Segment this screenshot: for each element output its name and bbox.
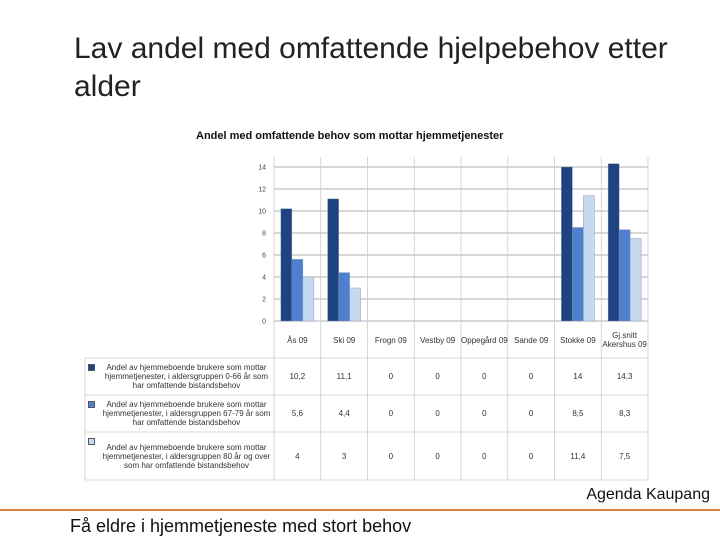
value-label: 5,6 — [291, 409, 303, 418]
bottom-text: Få eldre i hjemmetjeneste med stort beho… — [70, 516, 412, 536]
value-label: 0 — [388, 409, 394, 418]
bar — [302, 276, 315, 322]
value-label: 0 — [528, 372, 534, 381]
value-label: 0 — [482, 409, 487, 418]
y-tick-label: 14 — [258, 165, 266, 172]
value-label: 0 — [435, 372, 440, 381]
x-tick-label: Stokke 09 — [560, 335, 596, 345]
legend-swatch — [88, 364, 95, 371]
footer-brand: Agenda Kaupang — [586, 486, 710, 503]
value-label: 10,2 — [289, 372, 306, 381]
legend-entry: Andel av hjemmeboende brukere som mottar… — [85, 395, 274, 432]
y-tick-label: 4 — [262, 275, 266, 282]
value-label: 0 — [528, 451, 534, 461]
x-tick-label: Vestby 09 — [420, 335, 456, 345]
value-label: 0 — [482, 451, 487, 461]
chart-title: Andel med omfattende behov som mottar hj… — [196, 130, 504, 142]
y-tick-label: 10 — [258, 209, 266, 216]
bar — [629, 238, 642, 322]
x-tick-label: Gj.snitt Akershus 09 — [602, 331, 647, 349]
value-label: 14 — [573, 372, 583, 381]
legend-entry: Andel av hjemmeboende brukere som mottar… — [85, 432, 274, 480]
x-tick-label: Sande 09 — [513, 335, 549, 345]
legend-swatch — [88, 401, 95, 408]
value-label: 0 — [388, 451, 394, 461]
bar — [338, 272, 350, 322]
value-label: 11,1 — [336, 372, 352, 381]
value-label: 0 — [528, 409, 534, 418]
value-label: 8,5 — [572, 409, 584, 418]
bar — [327, 198, 339, 322]
value-label: 14,3 — [616, 372, 633, 381]
bar — [618, 229, 631, 322]
bar — [349, 287, 361, 322]
x-tick-label: Oppegård 09 — [461, 335, 508, 345]
bar — [572, 227, 584, 322]
legend-entry: Andel av hjemmeboende brukere som mottar… — [85, 358, 274, 395]
value-label: 3 — [341, 451, 347, 461]
x-tick-label: Ås 09 — [287, 335, 308, 345]
value-label: 4,4 — [338, 409, 350, 418]
bar — [583, 195, 595, 322]
value-label: 4 — [295, 451, 300, 461]
slide-title: Lav andel med omfattende hjelpebehov ett… — [74, 32, 668, 103]
bar — [291, 259, 304, 322]
bar — [561, 166, 573, 322]
value-label: 0 — [482, 372, 487, 381]
y-tick-label: 8 — [262, 231, 266, 238]
value-label: 0 — [435, 409, 440, 418]
x-tick-label: Frogn 09 — [374, 335, 407, 345]
y-tick-label: 2 — [262, 297, 266, 304]
value-label: 11,4 — [570, 451, 586, 461]
y-tick-label: 12 — [258, 187, 266, 194]
bar — [607, 163, 620, 322]
value-label: 0 — [388, 372, 394, 381]
value-label: 8,3 — [619, 409, 631, 418]
legend-swatch — [88, 438, 95, 445]
y-tick-label: 0 — [262, 319, 266, 326]
value-label: 0 — [435, 451, 440, 461]
y-tick-label: 6 — [262, 253, 266, 260]
value-label: 7,5 — [619, 451, 631, 461]
x-tick-label: Ski 09 — [333, 335, 356, 345]
bar — [280, 208, 293, 322]
